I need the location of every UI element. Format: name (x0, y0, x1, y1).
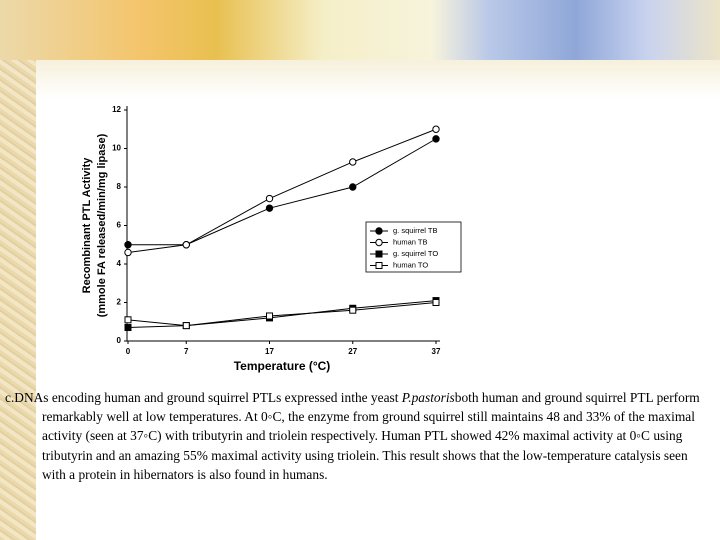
chart: 0 2 4 6 8 10 12 0 7 17 27 37 Temperature (°C) Recombi… (75, 100, 470, 375)
legend-marker (375, 250, 383, 258)
y-tick-label: 10 (112, 144, 121, 153)
header-fade (36, 60, 720, 100)
x-tick-label: 17 (265, 347, 274, 356)
caption-italic: P.pastoris (401, 390, 455, 405)
data-point (349, 158, 357, 166)
y-tick-label: 12 (112, 105, 121, 114)
x-tick-label: 27 (348, 347, 357, 356)
data-point (182, 241, 190, 249)
header-banner (0, 0, 720, 60)
legend-label: human TB (393, 237, 427, 246)
y-tick-label: 0 (117, 336, 122, 345)
data-point (124, 316, 132, 324)
data-point (182, 322, 190, 330)
x-tick-label: 0 (126, 347, 131, 356)
caption-text: c.DNAs encoding human and ground squirre… (5, 390, 402, 405)
y-axis-label: (mmole FA released/min/mg lipase) (96, 133, 108, 317)
x-tick-label: 37 (432, 347, 441, 356)
data-point (124, 324, 132, 332)
y-axis-label: Recombinant PTL Activity (81, 157, 93, 294)
data-point (432, 135, 440, 143)
caption-text: both human and ground squirrel PTL perfo… (42, 390, 700, 482)
y-tick-label: 6 (117, 221, 122, 230)
data-point (432, 299, 440, 306)
data-point (266, 312, 274, 320)
data-point (265, 204, 274, 212)
legend-label: g. squirrel TO (393, 249, 438, 258)
data-point (432, 125, 440, 133)
legend-label: g. squirrel TB (393, 226, 437, 235)
legend-label: human TO (393, 260, 428, 269)
data-point (124, 241, 132, 249)
data-point (349, 183, 357, 191)
data-point (124, 248, 132, 257)
data-point (265, 194, 274, 203)
series-line (127, 300, 437, 329)
y-tick-label: 4 (117, 259, 122, 268)
legend-marker (375, 238, 383, 247)
series-line (127, 302, 437, 327)
legend-marker (375, 262, 383, 269)
x-tick-label: 7 (184, 347, 189, 356)
legend-marker (375, 227, 383, 235)
data-point (349, 306, 357, 314)
background-texture (0, 0, 36, 540)
y-tick-label: 8 (117, 182, 122, 191)
y-tick-label: 2 (117, 298, 122, 307)
x-axis-label: Temperature (°C) (234, 359, 331, 373)
caption: c.DNAs encoding human and ground squirre… (5, 388, 710, 484)
